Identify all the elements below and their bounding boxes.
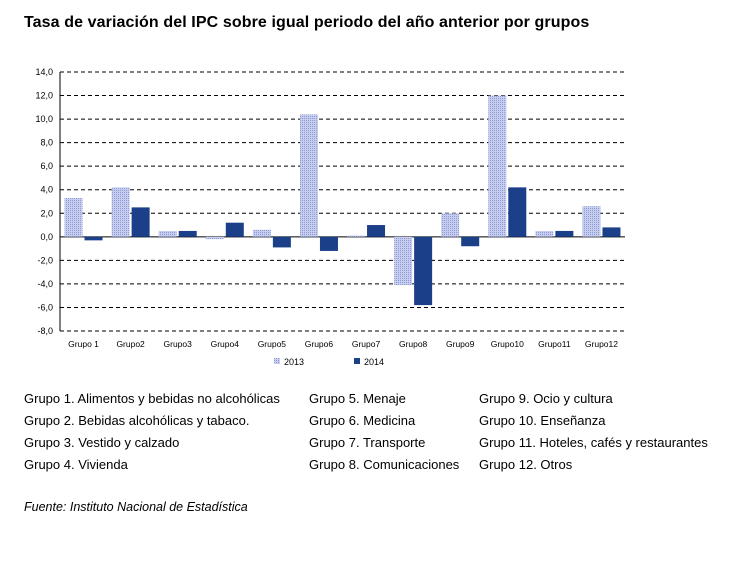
groups-legend-col-3: Grupo 9. Ocio y cultura Grupo 10. Enseña… <box>479 390 708 478</box>
x-tick-label: Grupo6 <box>305 339 334 349</box>
legend-label-2013: 2013 <box>284 357 304 367</box>
legend-swatch-2013 <box>274 358 280 364</box>
bar-2013-grupo9 <box>441 213 460 237</box>
groups-legend-col-1: Grupo 1. Alimentos y bebidas no alcohóli… <box>24 390 280 478</box>
bar-2014-grupo11 <box>555 230 574 237</box>
group-legend-item: Grupo 5. Menaje <box>309 391 406 406</box>
bar-2014-grupo7 <box>367 225 386 237</box>
group-legend-item: Grupo 6. Medicina <box>309 413 416 428</box>
y-tick-label: 8,0 <box>40 138 53 148</box>
bar-2014-grupo2 <box>131 207 150 237</box>
bar-2014-grupo3 <box>178 230 197 237</box>
group-legend-item: Grupo 7. Transporte <box>309 435 426 450</box>
y-tick-label: -2,0 <box>37 255 53 265</box>
group-legend-item: Grupo 1. Alimentos y bebidas no alcohóli… <box>24 391 280 406</box>
y-tick-label: -6,0 <box>37 302 53 312</box>
bar-2014-grupo1 <box>84 236 103 241</box>
bar-2013-grupo4 <box>205 236 224 240</box>
bar-2013-grupo3 <box>158 230 177 237</box>
legend-swatch-2014 <box>354 358 360 364</box>
bar-2013-grupo5 <box>252 229 271 237</box>
bar-2014-grupo6 <box>319 236 338 251</box>
y-tick-label: 10,0 <box>35 114 53 124</box>
bar-2013-grupo2 <box>111 187 130 237</box>
x-tick-label: Grupo2 <box>116 339 145 349</box>
x-tick-label: Grupo10 <box>491 339 524 349</box>
bar-2014-grupo10 <box>508 187 527 237</box>
bar-2014-grupo9 <box>461 236 480 247</box>
bar-2013-grupo11 <box>535 230 554 237</box>
group-legend-item: Grupo 2. Bebidas alcohólicas y tabaco. <box>24 413 250 428</box>
y-tick-label: 0,0 <box>40 232 53 242</box>
y-tick-label: 12,0 <box>35 91 53 101</box>
y-tick-label: -4,0 <box>37 279 53 289</box>
group-legend-item: Grupo 11. Hoteles, cafés y restaurantes <box>479 435 708 450</box>
bar-2013-grupo10 <box>488 95 507 237</box>
group-legend-item: Grupo 3. Vestido y calzado <box>24 435 180 450</box>
bar-2013-grupo1 <box>64 197 83 237</box>
group-legend-item: Grupo 12. Otros <box>479 457 573 472</box>
bar-2013-grupo12 <box>582 206 601 237</box>
source-note: Fuente: Instituto Nacional de Estadístic… <box>24 500 248 514</box>
bar-2013-grupo8 <box>394 236 413 286</box>
x-tick-label: Grupo8 <box>399 339 428 349</box>
y-tick-label: 2,0 <box>40 208 53 218</box>
x-tick-label: Grupo5 <box>258 339 287 349</box>
y-tick-label: -8,0 <box>37 326 53 336</box>
y-tick-label: 4,0 <box>40 185 53 195</box>
x-tick-label: Grupo12 <box>585 339 618 349</box>
x-tick-label: Grupo9 <box>446 339 475 349</box>
groups-legend-col-2: Grupo 5. Menaje Grupo 6. Medicina Grupo … <box>309 390 459 478</box>
x-tick-label: Grupo3 <box>164 339 193 349</box>
x-tick-label: Grupo 1 <box>68 339 99 349</box>
bar-2014-grupo4 <box>225 222 244 237</box>
bar-2014-grupo5 <box>272 236 291 248</box>
x-tick-label: Grupo7 <box>352 339 381 349</box>
y-tick-label: 14,0 <box>35 67 53 77</box>
group-legend-item: Grupo 10. Enseñanza <box>479 413 606 428</box>
group-legend-item: Grupo 4. Vivienda <box>24 457 128 472</box>
legend-label-2014: 2014 <box>364 357 384 367</box>
y-tick-label: 6,0 <box>40 161 53 171</box>
group-legend-item: Grupo 9. Ocio y cultura <box>479 391 613 406</box>
x-tick-label: Grupo4 <box>211 339 240 349</box>
bar-2013-grupo6 <box>299 114 318 237</box>
bar-2014-grupo12 <box>602 227 621 237</box>
bar-2013-grupo7 <box>347 235 366 237</box>
group-legend-item: Grupo 8. Comunicaciones <box>309 457 460 472</box>
chart-title: Tasa de variación del IPC sobre igual pe… <box>24 14 590 31</box>
bar-2014-grupo8 <box>414 236 433 306</box>
bar-chart: 14,0 12,0 10,0 8,0 6,0 4,0 2,0 0,0 -2,0 -4,0 -6,0 -… <box>35 67 625 367</box>
x-tick-label: Grupo11 <box>538 339 571 349</box>
